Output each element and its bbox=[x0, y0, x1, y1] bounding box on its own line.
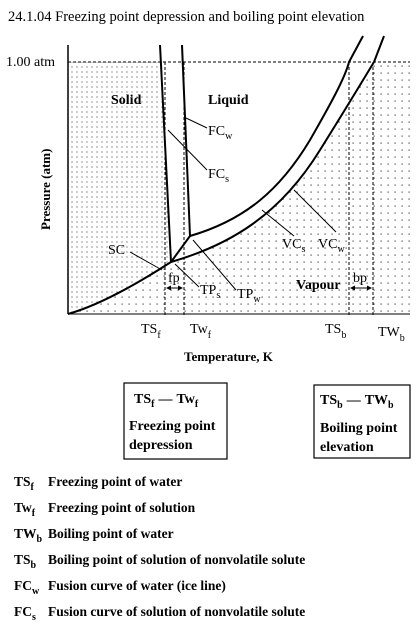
legend-row: TWb Boiling point of water bbox=[14, 524, 414, 550]
tick-twf-label: Twf bbox=[190, 322, 212, 341]
legend-symbol: Twf bbox=[14, 500, 36, 519]
legend-description: Fusion curve of water (ice line) bbox=[48, 578, 226, 593]
freezing-box-line1: Freezing point bbox=[129, 419, 216, 434]
boiling-box-line1: Boiling point bbox=[320, 421, 398, 436]
legend-description: Boiling point of solution of nonvolatile… bbox=[48, 552, 306, 567]
legend-symbol: FCw bbox=[14, 578, 40, 597]
tick-tsf-label: TSf bbox=[141, 322, 161, 341]
vapour-curve-water bbox=[189, 35, 364, 237]
triple-point-solution-label: TPs bbox=[200, 283, 220, 301]
freezing-depression-box bbox=[123, 382, 228, 460]
legend-description: Fusion curve of solution of nonvolatile … bbox=[48, 604, 306, 619]
curve-sc-label: SC bbox=[108, 243, 125, 258]
leader-tpw bbox=[192, 239, 237, 291]
legend-symbol: TWb bbox=[14, 526, 43, 545]
leader-vcw bbox=[293, 189, 337, 233]
fusion-curve-water bbox=[181, 44, 191, 237]
legend-row: TSf Freezing point of water bbox=[14, 472, 414, 498]
legend-description: Freezing point of solution bbox=[48, 500, 196, 515]
boiling-box-formula: TSb — TWb bbox=[320, 393, 394, 411]
legend-symbol: TSf bbox=[14, 474, 34, 493]
legend-row: FCw Fusion curve of water (ice line) bbox=[14, 576, 414, 602]
vapour-curve-solution bbox=[170, 35, 385, 263]
region-vapour-label: Vapour bbox=[296, 278, 341, 293]
bp-interval-label: bp bbox=[353, 271, 367, 286]
boiling-box-line2: elevation bbox=[320, 440, 374, 455]
tick-tsb-label: TSb bbox=[325, 322, 346, 341]
leader-fcs bbox=[167, 129, 208, 171]
triple-point-link bbox=[170, 235, 191, 263]
leader-vcs bbox=[261, 209, 295, 237]
legend-symbol: TSb bbox=[14, 552, 37, 571]
freezing-box-line2: depression bbox=[129, 438, 193, 453]
pressure-1atm-label: 1.00 atm bbox=[6, 55, 55, 70]
legend-row: TSb Boiling point of solution of nonvola… bbox=[14, 550, 414, 576]
legend-row: FCs Fusion curve of solution of nonvolat… bbox=[14, 602, 414, 628]
boiling-elevation-box bbox=[313, 384, 411, 459]
leader-fcw bbox=[185, 117, 208, 129]
fp-interval-label: fp bbox=[168, 271, 180, 286]
curve-fcs-label: FCs bbox=[208, 167, 229, 185]
x-axis-label: Temperature, K bbox=[184, 349, 274, 364]
curve-fcw-label: FCw bbox=[208, 124, 233, 142]
leader-sc bbox=[129, 251, 163, 271]
bp-arrow-right bbox=[367, 285, 372, 291]
freezing-box-formula: TSf — Twf bbox=[134, 392, 199, 410]
triple-point-water-label: TPw bbox=[237, 287, 261, 305]
legend: TSf Freezing point of water Twf Freezing… bbox=[14, 472, 414, 628]
curve-vcs-label: VCs bbox=[282, 237, 305, 255]
legend-description: Boiling point of water bbox=[48, 526, 174, 541]
legend-symbol: FCs bbox=[14, 604, 36, 623]
region-solid-label: Solid bbox=[111, 93, 142, 108]
tick-twb-label: TWb bbox=[378, 325, 405, 344]
leader-tps bbox=[174, 263, 200, 288]
diagram-title: 24.1.04 Freezing point depression and bo… bbox=[8, 9, 365, 25]
sublimation-curve bbox=[67, 261, 172, 315]
curve-vcw-label: VCw bbox=[318, 237, 345, 255]
fp-arrow-right bbox=[178, 285, 183, 291]
y-axis-label: Pressure (atm) bbox=[38, 149, 53, 230]
region-liquid-label: Liquid bbox=[208, 93, 249, 108]
bp-arrow-left bbox=[350, 285, 355, 291]
legend-description: Freezing point of water bbox=[48, 474, 183, 489]
fp-arrow-left bbox=[166, 285, 171, 291]
legend-row: Twf Freezing point of solution bbox=[14, 498, 414, 524]
